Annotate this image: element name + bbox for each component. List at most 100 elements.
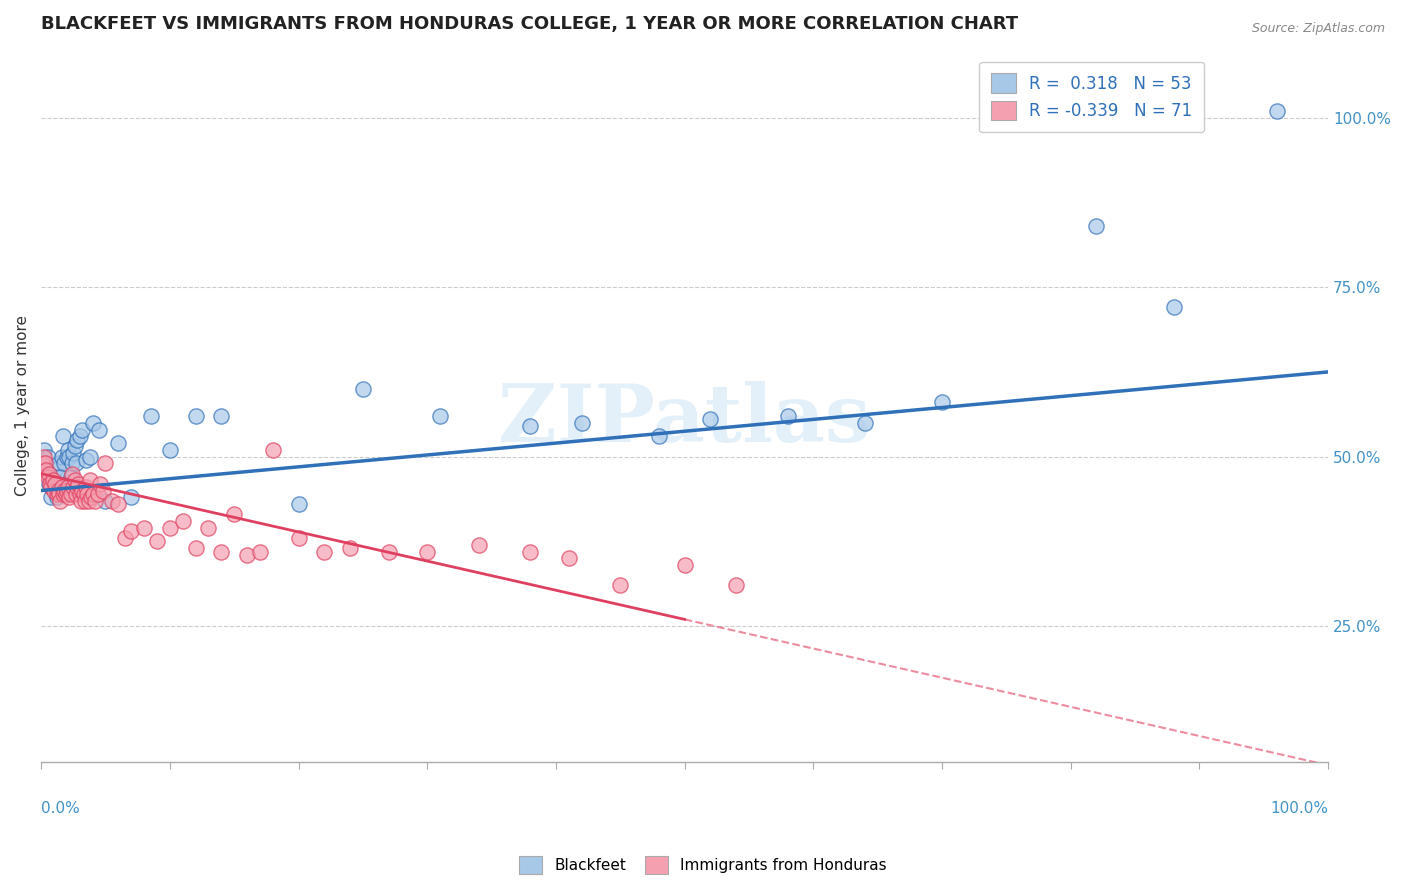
Point [72,487,94,501]
Point [197,521,219,535]
Point [82,487,104,501]
Point [314,544,336,558]
Point [159,442,181,457]
Point [352,382,374,396]
Point [39,470,62,484]
Point [42,474,65,488]
Point [172,514,194,528]
Point [262,442,284,457]
Point [1163,301,1185,315]
Point [931,395,953,409]
Point [39,476,62,491]
Point [35,463,58,477]
Legend: R =  0.318   N = 53, R = -0.339   N = 71: R = 0.318 N = 53, R = -0.339 N = 71 [979,62,1204,132]
Point [56,450,79,464]
Point [49,493,72,508]
Point [65,457,87,471]
Point [87,423,110,437]
Point [725,578,748,592]
Point [45,491,67,505]
Point [41,480,63,494]
Point [51,480,73,494]
Point [76,487,98,501]
Point [41,474,63,488]
Point [114,531,136,545]
Point [49,470,72,484]
Point [55,476,77,491]
Point [648,429,671,443]
Point [339,541,361,556]
Legend: Blackfeet, Immigrants from Honduras: Blackfeet, Immigrants from Honduras [513,850,893,880]
Point [66,480,89,494]
Point [62,480,84,494]
Point [287,531,309,545]
Point [35,463,58,477]
Point [209,544,232,558]
Point [56,480,79,494]
Point [159,521,181,535]
Point [58,450,80,464]
Point [184,409,207,423]
Point [94,493,117,508]
Point [519,544,541,558]
Point [224,508,246,522]
Point [673,558,696,573]
Point [209,409,232,423]
Point [44,463,66,477]
Point [38,476,60,491]
Point [82,416,104,430]
Text: 0.0%: 0.0% [41,801,80,816]
Point [558,551,581,566]
Point [94,457,117,471]
Point [429,409,451,423]
Point [41,480,63,494]
Point [80,491,103,505]
Point [107,436,129,450]
Point [91,483,114,498]
Point [72,483,94,498]
Point [1265,103,1288,118]
Point [79,450,101,464]
Point [52,429,75,443]
Point [75,453,97,467]
Point [70,493,93,508]
Point [79,474,101,488]
Point [56,483,79,498]
Point [59,470,82,484]
Point [63,474,86,488]
Point [37,450,59,464]
Point [63,440,86,454]
Point [69,429,91,443]
Point [249,544,271,558]
Point [132,521,155,535]
Point [89,476,111,491]
Point [101,493,124,508]
Point [519,419,541,434]
Point [184,541,207,556]
Point [46,483,69,498]
Point [55,487,77,501]
Point [52,487,75,501]
Point [146,534,169,549]
Point [58,491,80,505]
Point [1085,219,1108,234]
Point [41,491,63,505]
Point [287,497,309,511]
Point [44,476,66,491]
Point [38,467,60,481]
Point [77,493,100,508]
Y-axis label: College, 1 year or more: College, 1 year or more [15,315,30,496]
Point [48,487,70,501]
Point [37,470,59,484]
Point [75,480,97,494]
Point [699,412,721,426]
Text: BLACKFEET VS IMMIGRANTS FROM HONDURAS COLLEGE, 1 YEAR OR MORE CORRELATION CHART: BLACKFEET VS IMMIGRANTS FROM HONDURAS CO… [41,15,1018,33]
Point [51,450,73,464]
Point [60,467,83,481]
Point [34,457,56,471]
Point [62,446,84,460]
Point [571,416,593,430]
Point [46,483,69,498]
Point [66,433,89,447]
Point [32,442,55,457]
